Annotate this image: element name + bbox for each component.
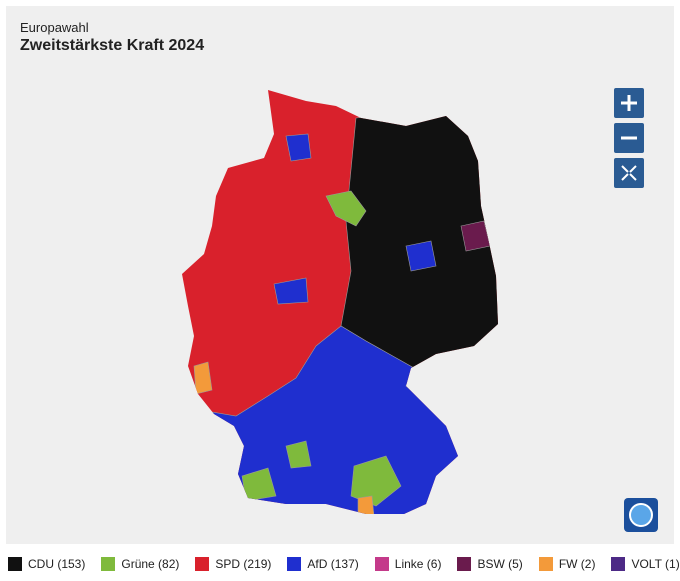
legend-item: BSW (5): [457, 552, 523, 576]
legend-swatch: [101, 557, 116, 571]
zoom-in-button[interactable]: [614, 88, 644, 118]
legend-label: BSW (5): [477, 557, 523, 571]
map-title: Zweitstärkste Kraft 2024: [20, 37, 205, 54]
gruene-area: [285, 440, 312, 469]
zoom-out-button[interactable]: [614, 123, 644, 153]
map: [182, 90, 498, 514]
legend-item: VOLT (1): [611, 552, 680, 576]
plus-icon: [621, 95, 637, 111]
map-panel: Europawahl Zweitstärkste Kraft 2024: [6, 6, 674, 544]
legend-swatch: [8, 557, 22, 571]
legend-swatch: [287, 557, 302, 571]
gruene-area: [350, 455, 402, 507]
legend-swatch: [538, 557, 553, 571]
afd-area: [182, 325, 467, 514]
legend-item: FW (2): [538, 552, 596, 576]
legend-item: CDU (153): [8, 552, 85, 576]
legend-item: Grüne (82): [101, 552, 179, 576]
kicker: Europawahl: [20, 20, 89, 35]
afd-area: [285, 133, 312, 162]
legend-swatch: [457, 557, 472, 571]
legend-swatch: [611, 557, 626, 571]
legend-label: FW (2): [558, 557, 596, 571]
fw-area: [357, 495, 375, 514]
legend-label: CDU (153): [28, 557, 86, 571]
minus-icon: [621, 136, 637, 140]
reset-view-button[interactable]: [614, 158, 644, 188]
tagesschau-logo: [624, 498, 658, 532]
afd-area: [405, 240, 437, 272]
fw-area: [193, 361, 213, 395]
gruene-area: [325, 190, 367, 227]
bsw-area: [460, 220, 491, 252]
legend-item: Linke (6): [374, 552, 442, 576]
legend-label: VOLT (1): [631, 557, 680, 571]
legend-label: Grüne (82): [121, 557, 180, 571]
legend-swatch: [195, 557, 210, 571]
legend-label: SPD (219): [215, 557, 272, 571]
legend-swatch: [374, 557, 389, 571]
collapse-icon: [621, 165, 637, 181]
legend-label: Linke (6): [394, 557, 442, 571]
legend: CDU (153) Grüne (82) SPD (219) AfD (137) Lin…: [0, 552, 680, 576]
legend-item: SPD (219): [195, 552, 271, 576]
afd-area: [273, 277, 309, 305]
legend-label: AfD (137): [307, 557, 359, 571]
legend-item: AfD (137): [287, 552, 359, 576]
